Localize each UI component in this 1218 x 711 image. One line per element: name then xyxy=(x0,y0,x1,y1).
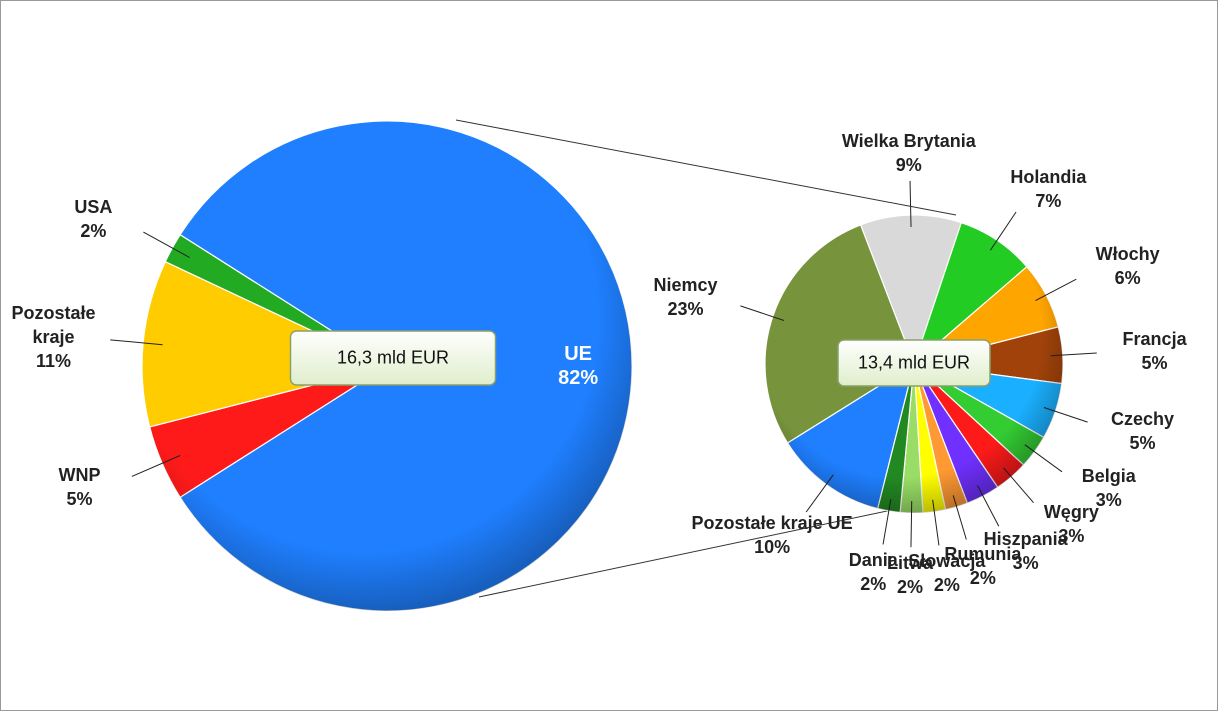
category-label: Hiszpania xyxy=(983,529,1068,549)
category-label: Czechy xyxy=(1111,408,1175,429)
category-label: Węgry xyxy=(1043,501,1099,522)
category-label: Rumunia xyxy=(944,544,1022,565)
category-label: Wielka Brytania xyxy=(841,131,976,152)
data-label: Francja 5% xyxy=(1123,327,1187,375)
data-label: UE 82% xyxy=(558,342,598,390)
data-label: WNP 5% xyxy=(59,463,101,511)
leader-line xyxy=(1003,467,1034,504)
category-label: Niemcy xyxy=(653,275,718,295)
value-label: 2% xyxy=(969,568,996,589)
data-label: Litwa 2% xyxy=(887,551,933,599)
data-label: Pozostałe kraje 11% xyxy=(1,301,108,373)
category-label: UE xyxy=(564,343,592,365)
value-label: 11% xyxy=(35,351,71,372)
value-label: 10% xyxy=(754,536,791,557)
annotation-box xyxy=(837,339,991,387)
value-label: 2% xyxy=(933,575,960,596)
value-label: 23% xyxy=(667,299,704,319)
value-label: 6% xyxy=(1114,268,1141,289)
category-label: WNP xyxy=(58,465,101,486)
category-label: Słowacja xyxy=(908,551,986,572)
leader-line xyxy=(805,474,834,513)
value-label: 5% xyxy=(1141,353,1168,374)
value-label: 2% xyxy=(80,221,107,242)
value-label: 2% xyxy=(860,573,887,594)
data-label: Pozostałe kraje UE 10% xyxy=(692,511,853,559)
leader-line xyxy=(1024,444,1063,473)
value-label: 7% xyxy=(1035,190,1062,211)
data-label: Niemcy 23% xyxy=(653,273,717,321)
data-label: USA 2% xyxy=(74,195,112,243)
data-label: Dania 2% xyxy=(849,548,898,596)
value-label: 2% xyxy=(896,576,923,597)
annotation: 16,3 mld EUR xyxy=(337,348,449,369)
value-label: 82% xyxy=(558,367,599,389)
value-label: 3% xyxy=(1012,553,1039,573)
annotation-box xyxy=(289,330,497,386)
value-label: 3% xyxy=(1095,490,1122,511)
data-label: Włochy 6% xyxy=(1096,242,1160,290)
data-label: Rumunia 2% xyxy=(944,542,1021,590)
value-label: 3% xyxy=(1058,525,1085,546)
data-label: Belgia 3% xyxy=(1082,464,1136,512)
annotation: 13,4 mld EUR xyxy=(858,353,970,374)
data-label: Holandia 7% xyxy=(1010,165,1086,213)
category-label: Pozostałe kraje xyxy=(11,303,96,348)
annotation-text: 13,4 mld EUR xyxy=(857,352,971,373)
annotation-text: 16,3 mld EUR xyxy=(336,347,450,368)
data-label: Czechy 5% xyxy=(1111,407,1174,455)
category-label: Dania xyxy=(848,549,898,570)
data-label: Węgry 3% xyxy=(1044,500,1099,548)
value-label: 5% xyxy=(66,489,93,510)
category-label: Włochy xyxy=(1095,244,1160,265)
value-label: 9% xyxy=(895,155,922,176)
category-label: USA xyxy=(74,197,113,218)
category-label: Belgia xyxy=(1081,466,1136,487)
category-label: Holandia xyxy=(1010,166,1087,187)
data-label: Słowacja 2% xyxy=(908,549,985,597)
data-label: Wielka Brytania 9% xyxy=(842,129,976,177)
data-label: Hiszpania 3% xyxy=(984,527,1068,575)
category-label: Litwa xyxy=(886,552,933,573)
category-label: Francja xyxy=(1122,329,1187,350)
category-label: Pozostałe kraje UE xyxy=(691,512,853,533)
value-label: 5% xyxy=(1129,432,1156,453)
